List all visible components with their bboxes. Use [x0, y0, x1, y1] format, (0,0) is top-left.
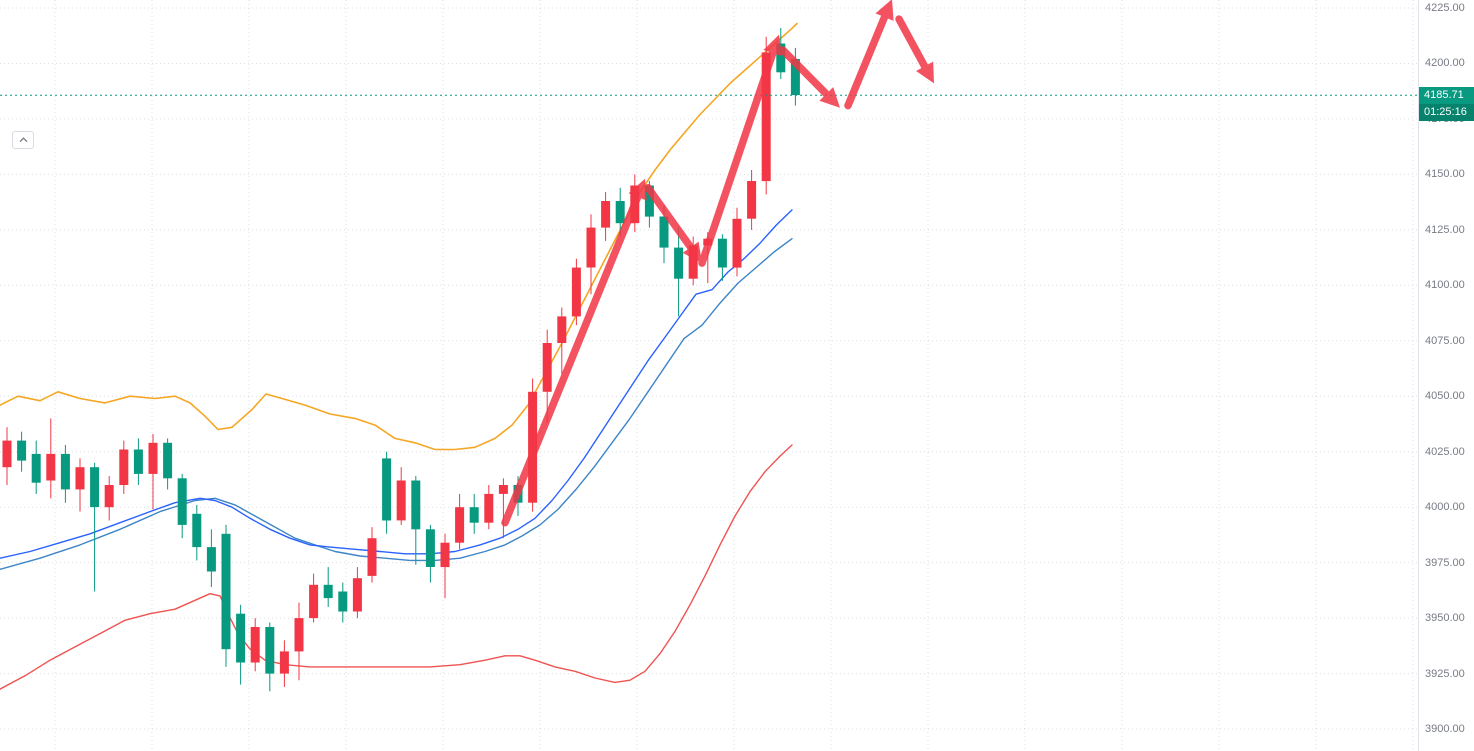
candle-body — [177, 478, 187, 525]
candle-body — [133, 449, 143, 474]
trend-arrows[interactable] — [501, 0, 934, 527]
candle-body — [761, 52, 771, 182]
price-axis-label: 4225.00 — [1425, 2, 1465, 14]
collapse-pane-button[interactable] — [12, 131, 34, 149]
candle-body — [498, 485, 508, 494]
upper-band-line[interactable] — [0, 22, 798, 451]
candle-body — [163, 442, 173, 479]
candle-body — [644, 185, 654, 217]
lower-band-line[interactable] — [0, 444, 793, 690]
candle-body — [75, 467, 85, 490]
candle-body — [615, 201, 625, 224]
candle-body — [104, 485, 114, 508]
candle-body — [732, 218, 742, 268]
candle-body — [586, 227, 596, 268]
candle-body — [206, 547, 216, 572]
candle-body — [221, 533, 231, 650]
mid-ma-fast-line[interactable] — [0, 209, 793, 559]
candle-body — [688, 245, 698, 279]
bar-countdown-value: 01:25:16 — [1424, 105, 1467, 118]
price-axis-label: 4050.00 — [1425, 390, 1465, 403]
trend-arrow-head — [875, 0, 894, 21]
price-axis-label: 4150.00 — [1425, 168, 1465, 181]
candle-body — [2, 440, 12, 468]
trend-arrow-shaft — [779, 46, 836, 104]
chart-area[interactable] — [0, 0, 1418, 751]
price-axis-label: 4100.00 — [1425, 279, 1465, 292]
candle-body — [484, 493, 494, 523]
candle-body — [747, 181, 757, 219]
gridlines — [0, 0, 1418, 751]
price-axis-label: 4000.00 — [1425, 501, 1465, 514]
mid-ma-slow-line[interactable] — [0, 237, 793, 570]
candle-body — [367, 538, 377, 576]
candle-body — [148, 442, 158, 474]
candle-body — [776, 43, 786, 73]
candle-body — [659, 216, 669, 248]
trend-arrow-head — [682, 241, 702, 264]
candle-body — [425, 529, 435, 567]
candle-body — [323, 584, 333, 599]
last-price-value: 4185.71 — [1424, 88, 1464, 101]
candle-body — [60, 453, 70, 490]
price-axis-label: 3900.00 — [1425, 723, 1465, 735]
candle-body — [542, 343, 552, 392]
candle-body — [294, 618, 304, 652]
candle-body — [31, 453, 41, 483]
price-axis-label: 3975.00 — [1425, 556, 1465, 569]
candle-body — [90, 467, 100, 508]
candle-body — [119, 449, 129, 485]
price-axis-label: 3925.00 — [1425, 667, 1465, 680]
candle-body — [279, 651, 289, 674]
candle-body — [411, 480, 421, 530]
candle-body — [250, 627, 260, 663]
candle-body — [265, 627, 275, 674]
trend-arrow-head — [916, 61, 934, 84]
price-axis-label: 4075.00 — [1425, 334, 1465, 347]
candle-body — [236, 613, 246, 663]
candle-body — [396, 480, 406, 521]
last-price-badge: 4185.71 — [1419, 86, 1474, 104]
candle-body — [46, 453, 56, 481]
price-axis-label: 4200.00 — [1425, 57, 1465, 70]
candle-body — [601, 201, 611, 228]
candle-body — [717, 238, 727, 268]
candle-body — [309, 584, 319, 619]
candle-body — [440, 542, 450, 568]
trend-arrow-shaft — [501, 185, 645, 527]
trend-arrow-head — [763, 34, 782, 57]
candle-body — [674, 247, 684, 279]
trend-arrow-shaft — [698, 41, 780, 267]
trend-arrow-shaft — [895, 15, 933, 77]
candle-body — [352, 578, 362, 612]
bar-countdown-badge: 01:25:16 — [1419, 103, 1474, 121]
candle-body — [557, 316, 567, 343]
trend-arrow-head — [819, 87, 840, 108]
candles — [2, 28, 800, 692]
candle-body — [382, 458, 392, 521]
candle-body — [571, 267, 581, 317]
candle-body — [455, 507, 465, 543]
trend-arrow-shaft — [644, 183, 699, 258]
price-axis-label: 4125.00 — [1425, 223, 1465, 236]
price-axis[interactable]: 4185.71 01:25:16 4225.004200.004175.0041… — [1418, 0, 1474, 751]
chevron-up-icon — [19, 137, 27, 143]
price-axis-label: 3950.00 — [1425, 612, 1465, 625]
candle-body — [192, 513, 202, 548]
trend-arrow-shaft — [844, 6, 892, 110]
candle-body — [17, 440, 27, 461]
trend-arrow-head — [628, 178, 647, 201]
price-chart[interactable] — [0, 0, 1418, 751]
candle-body — [338, 591, 348, 612]
candle-body — [469, 507, 479, 523]
candle-body — [790, 59, 800, 96]
price-axis-label: 4025.00 — [1425, 445, 1465, 458]
